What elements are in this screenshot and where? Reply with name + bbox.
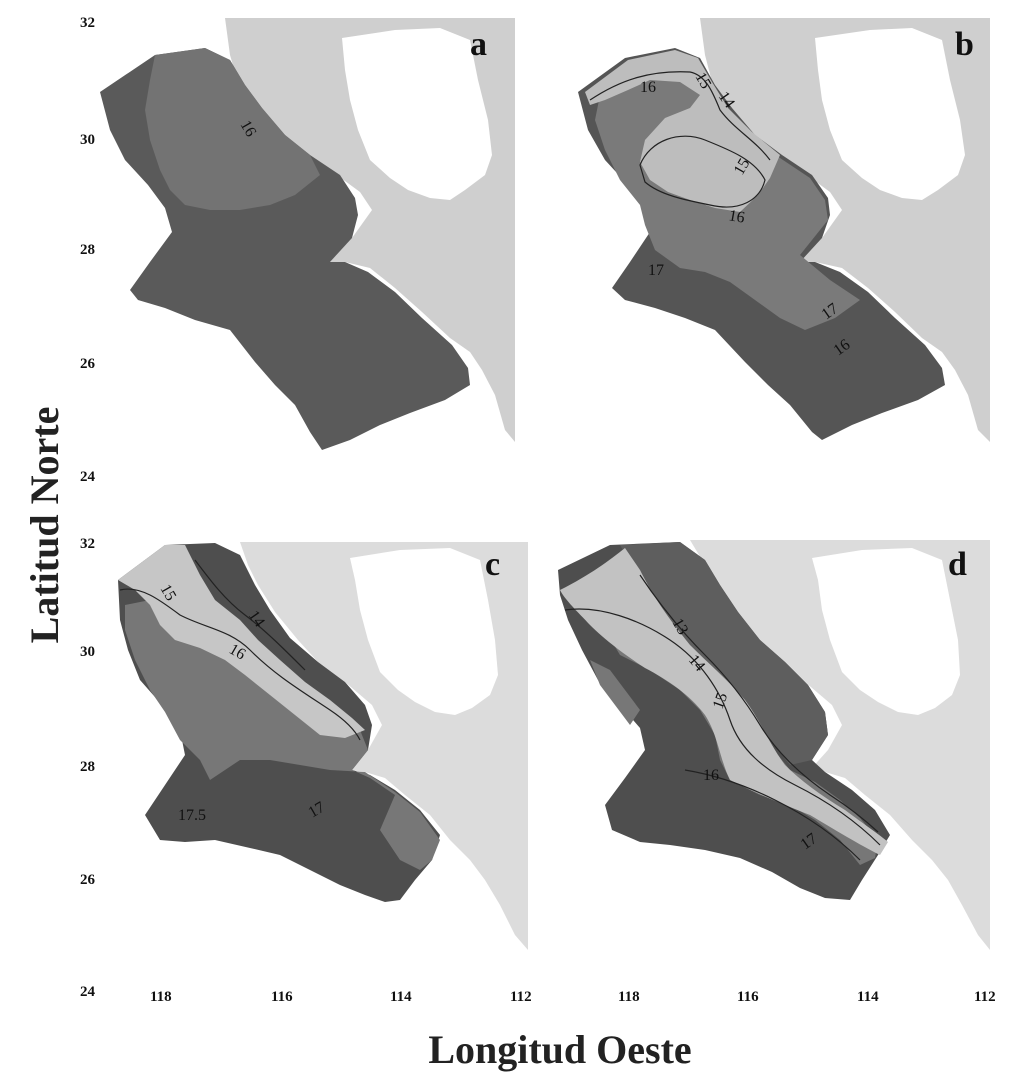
map-panel-a: 16 a <box>100 18 515 450</box>
contour-label: 16 <box>727 207 746 227</box>
x-tick: 118 <box>618 989 640 1005</box>
contour-line <box>564 608 881 846</box>
gulf-water <box>342 28 492 200</box>
contour-label: 15 <box>157 582 180 604</box>
contour-line <box>639 574 879 833</box>
y-tick: 24 <box>80 984 96 1000</box>
map-panel-d: 13 14 15 16 17 d <box>558 540 990 950</box>
contour-label: 17 <box>648 262 664 279</box>
contour-label: 14 <box>715 89 738 112</box>
contour-line <box>589 71 771 161</box>
contour-label: 17 <box>819 300 842 323</box>
x-tick: 118 <box>150 989 172 1005</box>
x-tick: 112 <box>510 989 532 1005</box>
panel-letter-b: b <box>955 26 974 63</box>
contour-label: 15 <box>692 70 715 92</box>
y-axis-title: Latitud Norte <box>22 407 67 644</box>
y-tick: 26 <box>80 872 96 888</box>
x-tick: 116 <box>271 989 293 1005</box>
contour-label: 13 <box>669 616 692 638</box>
contour-line <box>639 135 766 208</box>
contour-label: 16 <box>703 767 719 784</box>
y-tick: 24 <box>80 469 96 485</box>
x-tick: 114 <box>390 989 412 1005</box>
contour-label: 17 <box>306 799 328 822</box>
contour-label: 14 <box>245 608 268 631</box>
x-tick: 116 <box>737 989 759 1005</box>
map-panel-b: 16 15 14 15 16 17 17 16 b <box>578 18 990 442</box>
zone-16 <box>125 600 440 870</box>
contour-line <box>119 588 361 741</box>
y-tick: 28 <box>80 759 95 775</box>
y-tick: 32 <box>80 536 95 552</box>
contour-label: 16 <box>831 336 854 359</box>
contour-label: 17.5 <box>178 807 206 824</box>
y-tick: 26 <box>80 356 96 372</box>
zone-14-15 <box>585 50 780 212</box>
contour-label: 17 <box>798 830 821 853</box>
y-tick: 30 <box>80 132 95 148</box>
contour-label: 15 <box>731 156 754 178</box>
gulf-water <box>812 548 960 715</box>
zone-14-15 <box>118 545 365 738</box>
panel-letter-a: a <box>470 26 487 63</box>
contour-label: 15 <box>710 691 731 712</box>
x-tick: 114 <box>857 989 879 1005</box>
zone-12-13 <box>620 542 828 765</box>
contour-line <box>194 559 306 671</box>
y-tick: 32 <box>80 15 95 31</box>
contour-label: 16 <box>226 641 248 664</box>
map-panel-c: 15 14 16 17.5 17 c <box>118 542 528 950</box>
panel-letter-c: c <box>485 546 500 583</box>
zone-16 <box>145 48 320 210</box>
x-tick: 112 <box>974 989 996 1005</box>
gulf-water <box>815 28 965 200</box>
contour-label: 16 <box>237 118 260 140</box>
x-axis-title: Longitud Oeste <box>428 1027 691 1072</box>
contour-label: 16 <box>640 79 656 96</box>
y-tick: 28 <box>80 242 95 258</box>
y-tick: 30 <box>80 644 95 660</box>
gulf-water <box>350 548 498 715</box>
panel-letter-d: d <box>948 546 967 583</box>
contour-line <box>684 769 861 861</box>
